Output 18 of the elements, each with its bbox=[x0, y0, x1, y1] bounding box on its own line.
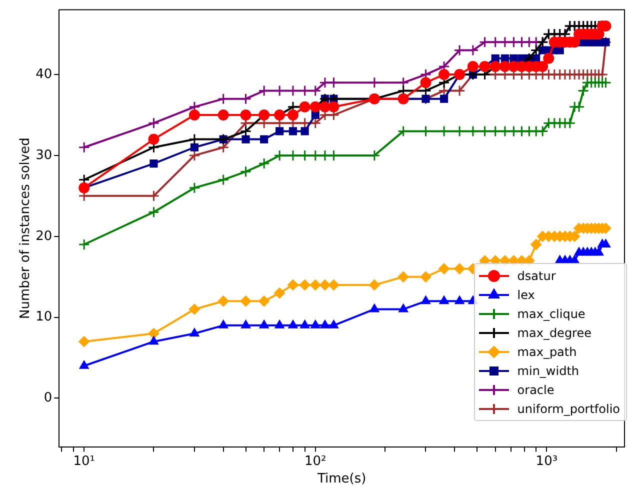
legend-label: max_degree bbox=[517, 326, 592, 340]
legend-label: oracle bbox=[517, 382, 554, 396]
legend-label: max_clique bbox=[517, 306, 586, 320]
y-tick-label: 40 bbox=[36, 66, 52, 82]
legend-label: dsatur bbox=[517, 268, 556, 282]
y-tick-label: 0 bbox=[44, 390, 52, 406]
legend-label: lex bbox=[517, 288, 535, 302]
x-axis-title: Time(s) bbox=[316, 472, 366, 487]
y-axis-title: Number of instances solved bbox=[18, 138, 34, 319]
x-tick-label: 10² bbox=[304, 454, 326, 469]
y-tick-label: 10 bbox=[36, 310, 52, 325]
x-tick-label: 10¹ bbox=[73, 454, 95, 469]
legend-label: min_width bbox=[517, 364, 580, 378]
y-tick-label: 20 bbox=[36, 228, 52, 244]
legend-label: uniform_portfolio bbox=[517, 402, 620, 416]
legend-label: max_path bbox=[517, 344, 577, 358]
x-tick-label: 10³ bbox=[536, 454, 558, 469]
y-tick-label: 30 bbox=[36, 148, 52, 163]
